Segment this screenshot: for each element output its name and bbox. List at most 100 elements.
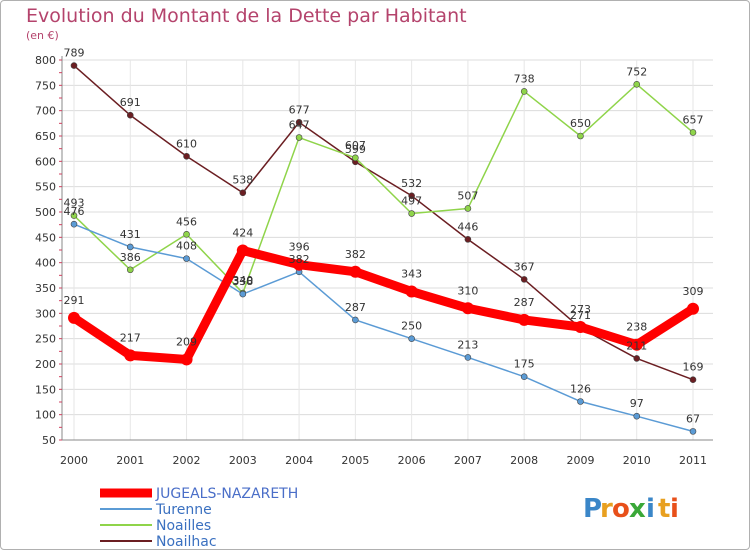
data-label: 657 [683, 113, 704, 126]
data-label: 456 [176, 215, 197, 228]
data-label: 273 [570, 303, 591, 316]
y-tick-label: 50 [42, 434, 56, 447]
data-label: 287 [514, 296, 535, 309]
y-tick-label: 300 [35, 307, 56, 320]
y-tick-label: 350 [35, 282, 56, 295]
data-label: 476 [64, 205, 85, 218]
y-tick-label: 600 [35, 155, 56, 168]
data-point [633, 81, 641, 88]
legend-label: JUGEALS-NAZARETH [155, 486, 298, 502]
data-point [689, 129, 697, 136]
data-label: 67 [686, 412, 700, 425]
data-label: 408 [176, 240, 197, 253]
data-point [687, 302, 699, 315]
data-label: 599 [345, 143, 366, 156]
data-label: 532 [401, 177, 422, 190]
data-point [518, 313, 531, 326]
data-label: 250 [401, 320, 422, 333]
data-label: 607 [345, 139, 366, 152]
x-tick-label: 2005 [341, 454, 369, 467]
axes: 50 100 150 200 250 300 350 400 450 500 550 600 650 70… [35, 54, 713, 467]
data-label: 424 [232, 227, 253, 240]
data-point [183, 255, 190, 262]
y-tick-label: 250 [35, 333, 56, 346]
data-point [408, 210, 415, 217]
data-point [124, 349, 137, 362]
data-label: 271 [570, 309, 591, 322]
grid [62, 59, 713, 441]
y-tick-label: 150 [35, 383, 56, 396]
x-tick-label: 2003 [229, 454, 257, 467]
data-label: 497 [401, 195, 422, 208]
logo-letter: r [600, 494, 613, 524]
data-label: 211 [626, 339, 647, 352]
logo-letter: x [629, 494, 646, 524]
data-point [236, 244, 249, 257]
y-tick-label: 400 [35, 257, 56, 270]
data-label: 677 [289, 103, 310, 116]
legend-label: Noailhac [156, 534, 217, 550]
data-point [461, 302, 474, 315]
data-label: 386 [120, 251, 141, 264]
data-point [70, 212, 78, 219]
data-label: 382 [289, 253, 310, 266]
data-label: 691 [120, 96, 141, 109]
y-tick-label: 100 [35, 409, 56, 422]
series-line-turenne [73, 223, 694, 433]
x-tick-label: 2011 [679, 454, 707, 467]
data-label: 431 [120, 228, 141, 241]
data-label: 213 [457, 338, 478, 351]
data-point [70, 220, 78, 228]
data-point [68, 311, 80, 324]
data-point [293, 258, 306, 271]
data-label: 217 [120, 331, 141, 344]
data-point [183, 152, 190, 160]
data-label: 538 [232, 174, 253, 187]
data-label: 367 [514, 260, 535, 273]
data-point [126, 266, 134, 274]
data-label: 650 [570, 117, 591, 130]
x-tick-label: 2009 [566, 454, 594, 467]
data-label: 382 [345, 248, 366, 261]
data-point [633, 355, 641, 362]
y-tick-label: 800 [35, 54, 56, 67]
data-label: 309 [683, 285, 704, 298]
logo-letter: i [670, 494, 679, 524]
x-tick-label: 2008 [510, 454, 538, 467]
data-point [349, 265, 362, 278]
data-label: 446 [457, 220, 478, 233]
data-label: 338 [232, 275, 253, 288]
data-point [520, 276, 528, 283]
series-lines [68, 62, 699, 435]
logo-letter: t [658, 494, 670, 524]
data-point [126, 243, 134, 251]
data-point [239, 189, 247, 197]
data-point [630, 338, 643, 351]
series-line-jugeals-nazareth [69, 246, 698, 364]
data-label: 310 [457, 284, 478, 297]
logo-letter: i [646, 494, 655, 524]
data-label: 340 [232, 274, 253, 287]
data-point [464, 205, 472, 212]
x-tick-label: 2007 [454, 454, 482, 467]
data-point [180, 353, 193, 366]
x-tick-label: 2006 [398, 454, 426, 467]
data-point [183, 230, 190, 238]
chart-unit: (en €) [26, 29, 59, 42]
data-point [295, 134, 303, 141]
y-tick-label: 750 [35, 79, 56, 92]
y-tick-label: 500 [35, 206, 56, 219]
data-point [520, 88, 528, 95]
data-point [577, 132, 584, 140]
data-point [689, 376, 697, 384]
y-tick-label: 650 [35, 130, 56, 143]
data-point [70, 62, 78, 69]
data-point [464, 354, 472, 361]
data-point [689, 428, 697, 435]
data-label: 738 [514, 72, 535, 85]
data-label: 169 [683, 361, 704, 374]
data-label: 647 [289, 119, 310, 132]
logo-letter: o [612, 494, 630, 524]
